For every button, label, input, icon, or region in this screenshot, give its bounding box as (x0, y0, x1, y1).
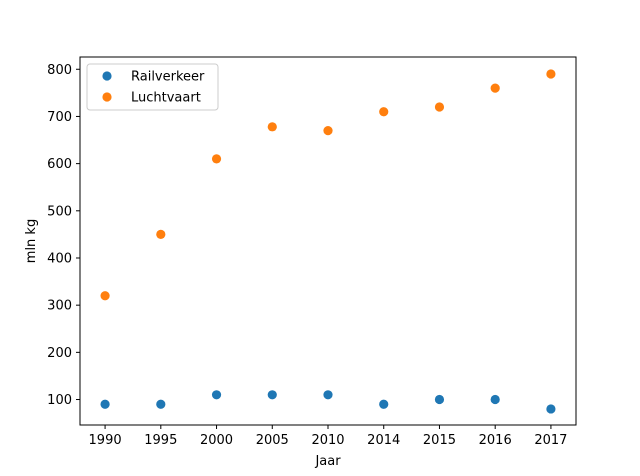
legend: Railverkeer Luchtvaart (86, 63, 219, 111)
y-tick-label: 700 (47, 110, 72, 125)
railverkeer-point (211, 390, 222, 400)
x-tick-label: 2005 (256, 433, 289, 448)
railverkeer-point (434, 394, 445, 405)
luchtvaart-point (211, 154, 222, 164)
railverkeer-point (100, 399, 110, 409)
legend-box (86, 63, 219, 111)
luchtvaart-point (379, 107, 389, 117)
legend-marker-railverkeer (102, 71, 112, 81)
x-tick-label: 2010 (311, 433, 344, 448)
y-axis-label: mln kg (24, 219, 39, 263)
x-tick-label: 2015 (423, 433, 456, 448)
x-axis: 1990 1995 2000 2005 2010 2014 2015 2016 2017 (89, 425, 567, 448)
railverkeer-point (490, 394, 500, 405)
legend-marker-luchtvaart (102, 92, 112, 102)
y-tick-label: 600 (47, 157, 72, 172)
y-tick-label: 100 (47, 393, 72, 408)
series-luchtvaart (100, 69, 556, 301)
series-railverkeer (100, 390, 556, 414)
railverkeer-point (156, 399, 166, 409)
x-tick-label: 2016 (479, 433, 512, 448)
railverkeer-point (546, 404, 556, 414)
y-tick-label: 500 (47, 204, 72, 219)
railverkeer-point (267, 390, 277, 400)
luchtvaart-point (156, 229, 166, 239)
y-tick-label: 400 (47, 251, 72, 266)
railverkeer-point (379, 399, 389, 409)
x-tick-label: 2014 (367, 433, 400, 448)
legend-label-railverkeer: Railverkeer (131, 70, 205, 85)
plot-frame (79, 56, 577, 426)
x-tick-label: 2017 (534, 433, 567, 448)
luchtvaart-point (100, 291, 110, 301)
x-tick-label: 2000 (200, 433, 233, 448)
x-axis-label: Jaar (314, 454, 341, 469)
legend-label-luchtvaart: Luchtvaart (131, 91, 201, 106)
x-tick-label: 1990 (89, 433, 122, 448)
luchtvaart-point (323, 126, 333, 136)
y-tick-label: 300 (47, 299, 72, 314)
y-tick-label: 800 (47, 63, 72, 78)
y-axis: 100 200 300 400 500 600 700 800 (47, 63, 80, 408)
x-tick-label: 1995 (144, 433, 177, 448)
luchtvaart-point (490, 83, 500, 93)
luchtvaart-point (434, 102, 445, 112)
y-tick-label: 200 (47, 346, 72, 361)
data-points (100, 69, 556, 414)
luchtvaart-point (546, 69, 556, 79)
luchtvaart-point (267, 122, 277, 132)
railverkeer-point (323, 390, 333, 400)
